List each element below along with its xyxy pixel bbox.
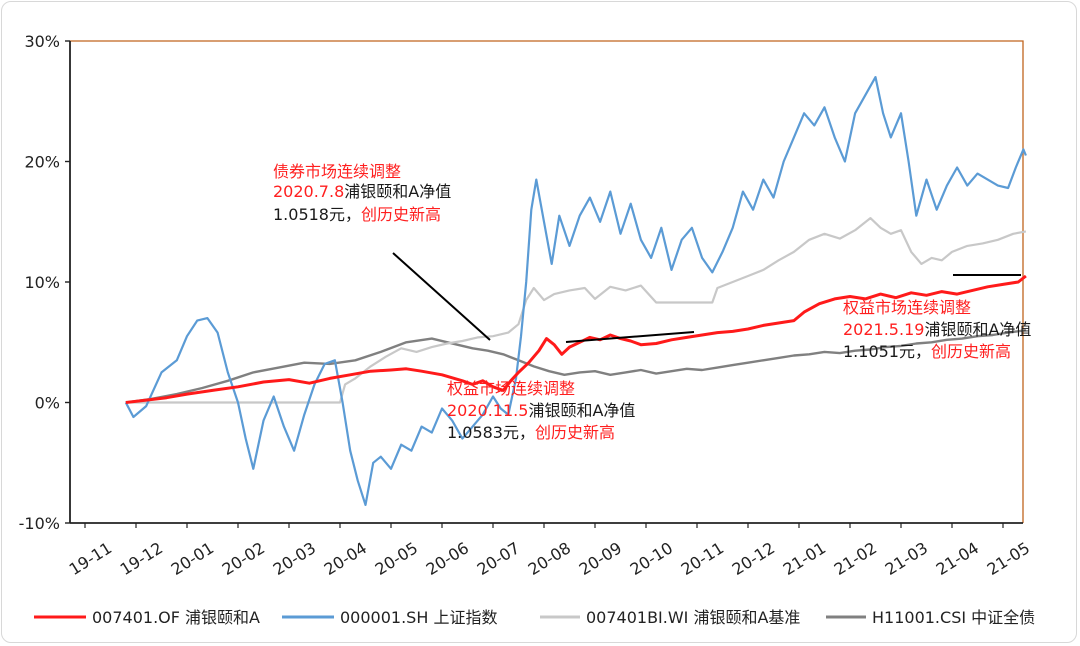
annotation-1-value: 1.0518元， bbox=[273, 205, 361, 224]
annotation-3-date: 2021.5.19 bbox=[843, 320, 924, 339]
annotation-2-desc: 浦银颐和A净值 bbox=[528, 401, 635, 420]
x-tick-label: 20-06 bbox=[423, 538, 473, 579]
x-tick-label: 21-01 bbox=[780, 538, 830, 579]
legend-label-0: 007401.OF 浦银颐和A bbox=[92, 608, 260, 627]
y-tick-label: 0% bbox=[35, 394, 60, 413]
pointer-2 bbox=[565, 331, 695, 343]
pointer-1 bbox=[392, 252, 491, 341]
legend: 007401.OF 浦银颐和A 000001.SH 上证指数 007401BI.WI… bbox=[34, 608, 1035, 627]
x-tick-label: 20-02 bbox=[219, 538, 269, 579]
x-tick-label: 20-08 bbox=[525, 538, 575, 579]
annotation-3-line: 2021.5.19浦银颐和A净值 bbox=[843, 320, 1031, 339]
x-tick-label: 21-02 bbox=[831, 538, 881, 579]
annotation-pointers bbox=[392, 252, 1021, 343]
x-axis-ticks: 19-11 19-12 20-01 20-02 20-03 20-04 20-05 20-06… bbox=[66, 523, 1034, 579]
annotation-2-value: 1.0583元， bbox=[447, 423, 535, 442]
x-tick-label: 20-04 bbox=[321, 538, 371, 579]
plot-area bbox=[69, 40, 1024, 524]
series-line-2 bbox=[125, 217, 1027, 404]
series-line-3 bbox=[125, 329, 1027, 404]
plot-frame bbox=[70, 40, 1024, 523]
legend-label-2: 007401BI.WI 浦银颐和A基准 bbox=[586, 608, 800, 627]
x-tick-label: 21-05 bbox=[984, 538, 1034, 579]
annotation-3-desc: 浦银颐和A净值 bbox=[924, 320, 1031, 339]
annotation-3-title: 权益市场连续调整 bbox=[843, 298, 971, 317]
annotation-3-line2: 1.1051元，创历史新高 bbox=[843, 342, 1011, 361]
x-tick-label: 21-04 bbox=[933, 538, 983, 579]
x-tick-label: 20-11 bbox=[678, 538, 728, 579]
x-tick-label: 19-12 bbox=[117, 538, 167, 579]
annotation-2-tag: 创历史新高 bbox=[535, 423, 615, 442]
annotation-bond-market: 债券市场连续调整 2020.7.8浦银颐和A净值 1.0518元，创历史新高 bbox=[273, 162, 451, 224]
series-line-0 bbox=[125, 274, 1027, 404]
y-tick-label: 30% bbox=[24, 32, 60, 51]
y-tick-label: 20% bbox=[24, 153, 60, 172]
x-tick-label: 20-07 bbox=[474, 538, 524, 579]
x-tick-label: 20-05 bbox=[372, 538, 422, 579]
annotation-2-line: 2020.11.5浦银颐和A净值 bbox=[447, 401, 635, 420]
x-tick-label: 20-12 bbox=[729, 538, 779, 579]
annotation-2-date: 2020.11.5 bbox=[447, 401, 528, 420]
x-tick-label: 19-11 bbox=[66, 538, 116, 579]
annotation-equity-market-2: 权益市场连续调整 2021.5.19浦银颐和A净值 1.1051元，创历史新高 bbox=[843, 298, 1031, 361]
y-axis-ticks: 30% 20% 10% 0% -10% bbox=[19, 32, 70, 533]
x-tick-label: 21-03 bbox=[882, 538, 932, 579]
annotation-2-line2: 1.0583元，创历史新高 bbox=[447, 423, 615, 442]
annotation-1-date: 2020.7.8 bbox=[273, 182, 344, 201]
x-tick-label: 20-09 bbox=[576, 538, 626, 579]
y-tick-label: -10% bbox=[19, 514, 60, 533]
legend-label-3: H11001.CSI 中证全债 bbox=[872, 608, 1035, 627]
y-tick-label: 10% bbox=[24, 273, 60, 292]
annotation-1-line: 2020.7.8浦银颐和A净值 bbox=[273, 182, 451, 201]
annotation-1-line2: 1.0518元，创历史新高 bbox=[273, 205, 441, 224]
annotation-3-value: 1.1051元， bbox=[843, 342, 931, 361]
x-tick-label: 20-01 bbox=[168, 538, 218, 579]
annotation-1-tag: 创历史新高 bbox=[361, 205, 441, 224]
annotation-1-title: 债券市场连续调整 bbox=[273, 162, 401, 181]
series-line-1 bbox=[124, 76, 1027, 506]
annotation-3-tag: 创历史新高 bbox=[931, 342, 1011, 361]
x-tick-label: 20-10 bbox=[627, 538, 677, 579]
annotation-equity-market-1: 权益市场连续调整 2020.11.5浦银颐和A净值 1.0583元，创历史新高 bbox=[447, 379, 635, 442]
annotation-1-desc: 浦银颐和A净值 bbox=[344, 182, 451, 201]
legend-label-1: 000001.SH 上证指数 bbox=[340, 608, 497, 627]
x-tick-label: 20-03 bbox=[270, 538, 320, 579]
series-lines bbox=[124, 76, 1027, 506]
annotation-2-title: 权益市场连续调整 bbox=[447, 379, 575, 398]
